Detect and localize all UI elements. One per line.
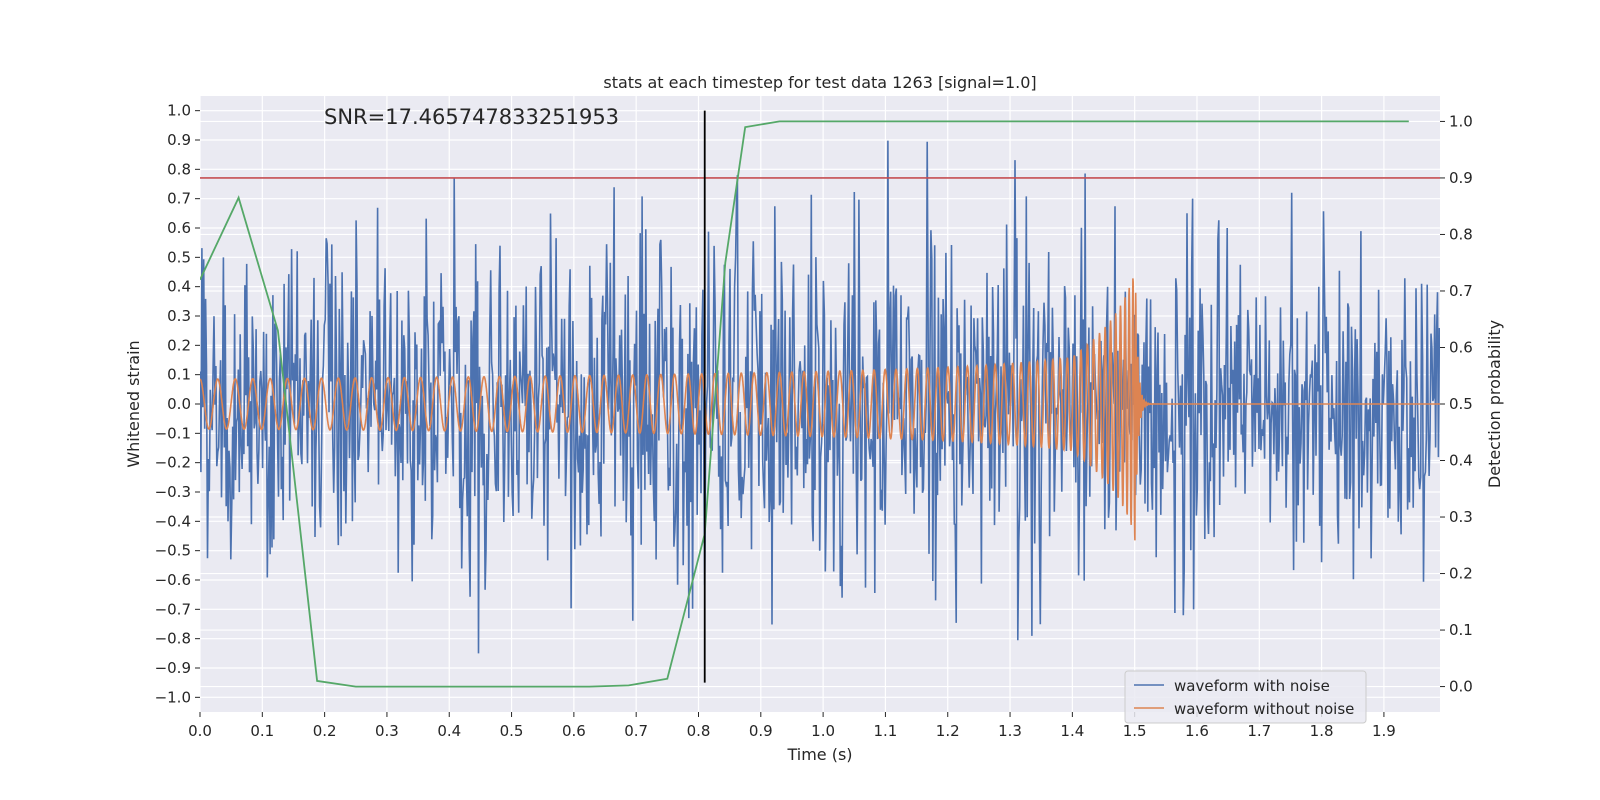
x-tick-label: 1.7 (1247, 722, 1271, 740)
legend: waveform with noise waveform without noi… (1124, 670, 1367, 724)
x-tick-label: 1.9 (1372, 722, 1396, 740)
x-tick-label: 1.2 (936, 722, 960, 740)
y2-axis-label: Detection probability (1485, 320, 1504, 488)
y-tick-label: −0.2 (155, 454, 191, 472)
y-tick-label: 0.0 (167, 395, 191, 413)
y-tick-label: 0.5 (167, 248, 191, 266)
y-tick-label: −0.1 (155, 424, 191, 442)
legend-box (1124, 670, 1367, 724)
series-layer (200, 110, 1440, 688)
snr-annotation: SNR=17.465747833251953 (324, 105, 619, 129)
y-tick-label: 0.8 (167, 160, 191, 178)
y-tick-label: 1.0 (167, 102, 191, 120)
x-tick-label: 1.8 (1310, 722, 1334, 740)
x-tick-label: 1.0 (811, 722, 835, 740)
y2-tick-label: 0.7 (1449, 282, 1473, 300)
x-tick-label: 0.4 (437, 722, 461, 740)
y-tick-label: 0.3 (167, 307, 191, 325)
x-axis-ticks: 0.0 0.1 0.2 0.3 0.4 0.5 0.6 0.7 0.8 0.9 1.0 1.1 1.2 1… (188, 712, 1396, 740)
x-tick-label: 0.3 (375, 722, 399, 740)
y-tick-label: −0.3 (155, 483, 191, 501)
x-tick-label: 1.1 (873, 722, 897, 740)
x-tick-label: 0.0 (188, 722, 212, 740)
y-tick-label: −0.4 (155, 512, 191, 530)
y2-axis-ticks: 1.0 0.9 0.8 0.7 0.6 0.5 0.4 0.3 0.2 0.1 0.0 (1440, 112, 1473, 696)
y-tick-label: −0.5 (155, 542, 191, 560)
x-tick-label: 0.8 (687, 722, 711, 740)
y-axis-ticks: 1.0 0.9 0.8 0.7 0.6 0.5 0.4 0.3 0.2 0.1 0.0 −0.1 −0.… (155, 102, 200, 706)
x-axis-label: Time (s) (786, 745, 852, 764)
y2-tick-label: 0.9 (1449, 169, 1473, 187)
x-tick-label: 0.7 (624, 722, 648, 740)
y-tick-label: −0.7 (155, 600, 191, 618)
y-axis-label: Whitened strain (124, 340, 143, 467)
chart-title: stats at each timestep for test data 126… (603, 73, 1036, 92)
y-tick-label: −0.6 (155, 571, 191, 589)
legend-label-waveform-with-noise: waveform with noise (1174, 677, 1330, 695)
y-tick-label: −0.8 (155, 630, 191, 648)
y2-tick-label: 0.1 (1449, 621, 1473, 639)
y2-tick-label: 0.3 (1449, 508, 1473, 526)
y-tick-label: 0.2 (167, 336, 191, 354)
legend-label-waveform-without-noise: waveform without noise (1174, 700, 1354, 718)
y2-tick-label: 0.0 (1449, 678, 1473, 696)
x-tick-label: 0.6 (562, 722, 586, 740)
y-tick-label: −1.0 (155, 688, 191, 706)
y-tick-label: 0.4 (167, 278, 191, 296)
y-tick-label: 0.7 (167, 190, 191, 208)
x-tick-label: 0.9 (749, 722, 773, 740)
y-tick-label: −0.9 (155, 659, 191, 677)
y2-tick-label: 0.8 (1449, 225, 1473, 243)
x-tick-label: 1.4 (1060, 722, 1084, 740)
y-tick-label: 0.9 (167, 131, 191, 149)
x-tick-label: 1.3 (998, 722, 1022, 740)
y-tick-label: 0.6 (167, 219, 191, 237)
y2-tick-label: 0.2 (1449, 565, 1473, 583)
y2-tick-label: 0.4 (1449, 452, 1473, 470)
series-waveform-without-noise (200, 278, 1440, 541)
y-tick-label: 0.1 (167, 366, 191, 384)
x-tick-label: 0.2 (313, 722, 337, 740)
x-tick-label: 0.1 (250, 722, 274, 740)
x-tick-label: 1.6 (1185, 722, 1209, 740)
y2-tick-label: 0.6 (1449, 338, 1473, 356)
x-tick-label: 0.5 (500, 722, 524, 740)
y2-tick-label: 0.5 (1449, 395, 1473, 413)
series-detection-probability (200, 120, 1409, 688)
y2-tick-label: 1.0 (1449, 112, 1473, 130)
x-tick-label: 1.5 (1123, 722, 1147, 740)
